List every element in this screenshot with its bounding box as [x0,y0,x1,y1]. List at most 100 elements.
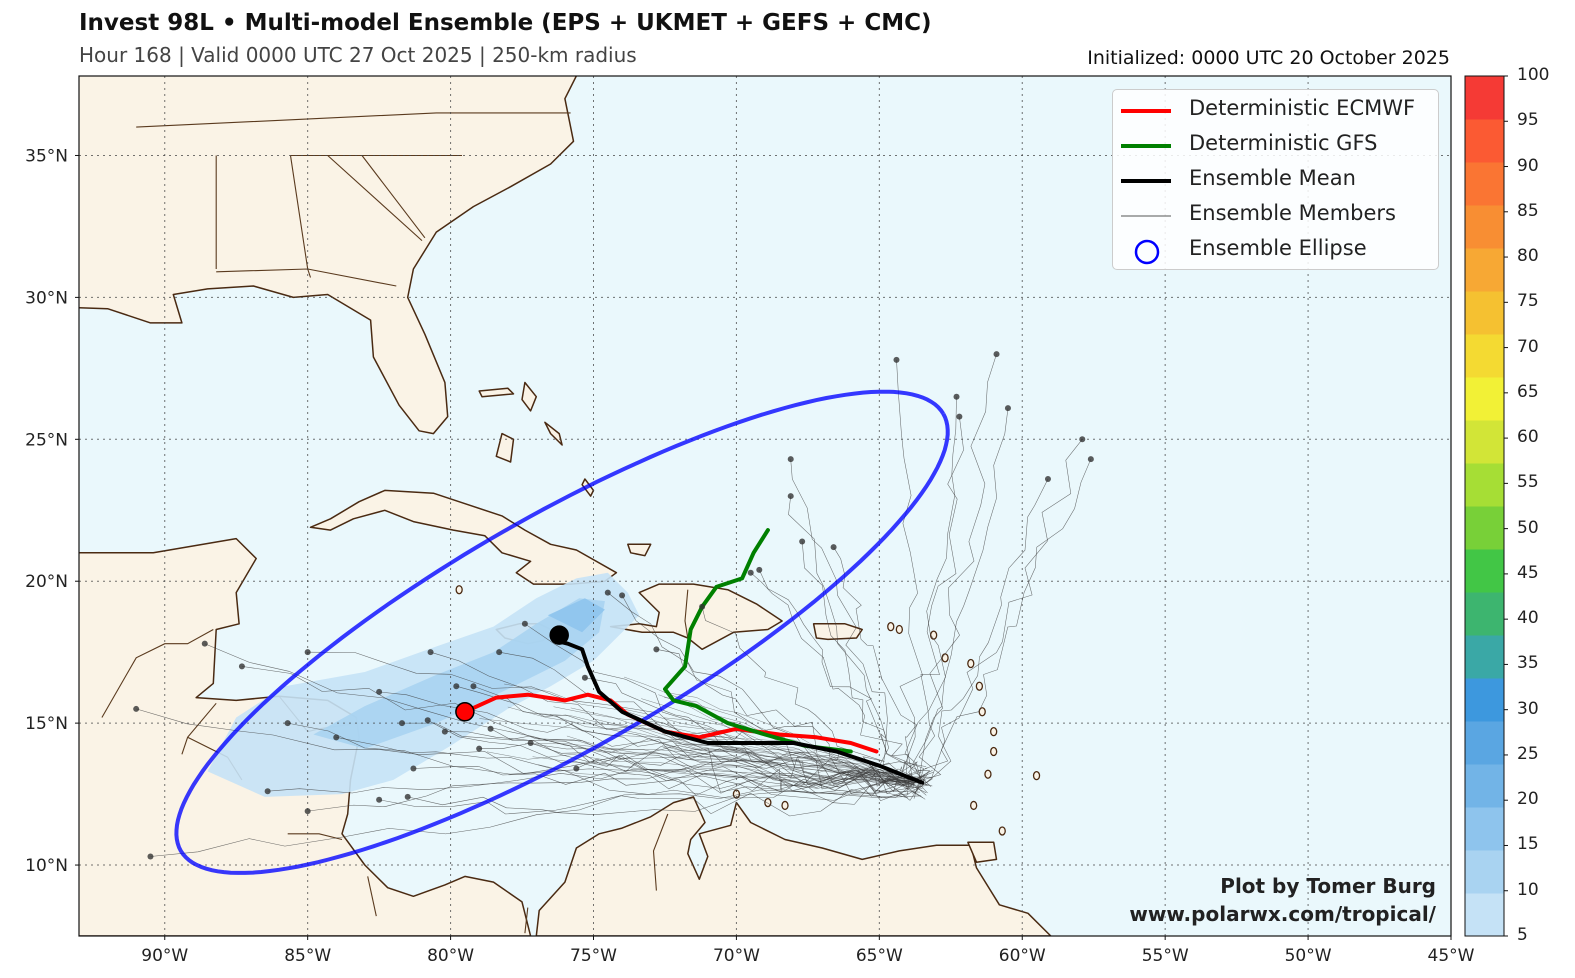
ensemble-member-track [553,706,915,780]
land-puerto-rico [812,623,863,641]
gfs-track [663,528,853,754]
member-point [304,649,311,656]
member-point [619,592,626,599]
small-island [967,658,975,669]
member-point [747,569,754,576]
ensemble-member-track [633,718,915,788]
member-point [653,646,660,653]
lat-tick-label: 20°N [25,572,68,592]
colorbar-tick-label: 30 [1517,698,1539,719]
member-point [787,456,794,463]
member-point [1004,405,1011,412]
land-andros-bahamas [495,432,515,463]
ensemble-member-track [479,718,916,780]
colorbar-segment [1465,807,1504,851]
member-point [521,620,528,627]
colorbar-tick-label: 40 [1517,608,1539,629]
small-island [895,624,903,635]
colorbar-tick-label: 35 [1517,653,1539,674]
colorbar-segment [1465,678,1504,722]
colorbar-tick-label: 55 [1517,472,1539,493]
probability-contour [547,598,605,633]
ensemble-member-track [920,478,1049,783]
colorbar-segment [1465,764,1504,808]
member-point [333,734,340,741]
colorbar-segment [1465,506,1504,550]
ensemble-member-track [662,745,909,780]
colorbar-tick-label: 70 [1517,336,1539,357]
ensemble-member-track [621,595,933,795]
member-point [404,793,411,800]
probability-shading [207,572,640,797]
member-point [427,649,434,656]
colorbar-tick-label: 5 [1517,925,1528,945]
political-border [524,907,529,934]
ensemble-ellipse [174,389,950,875]
small-island [978,707,986,717]
lon-tick-label: 50°W [1285,946,1332,966]
ensemble-member-track [538,713,917,783]
political-border [101,629,214,718]
member-point [284,720,291,727]
ecmwf-line-swatch [1121,109,1171,113]
map-frame [78,75,1452,937]
gfs-line-swatch [1121,144,1171,148]
member-point [147,853,154,860]
ensemble-member-track [287,722,928,799]
deterministic-tracks [455,528,925,785]
member-point [573,765,580,772]
legend-item-ellipse: Ensemble Ellipse [1113,234,1438,265]
colorbar-segment [1465,76,1504,120]
ensemble-member-track [599,744,914,785]
ensemble-member-track [538,764,919,785]
colorbar-tick-label: 10 [1517,879,1539,900]
colorbar-segment [1465,592,1504,636]
member-point [410,765,417,772]
member-point [893,356,900,363]
ensemble-member-track [307,763,933,812]
member-point [581,674,588,681]
ensemble-member-tracks [136,354,1092,857]
land-abaco [521,381,538,412]
ensemble-member-track [379,789,909,817]
ensemble-member-track [912,439,1083,794]
ensemble-member-track [549,714,915,785]
member-point [1079,436,1086,443]
mean-line-swatch [1121,179,1171,183]
credit-url: www.polarwx.com/tropical/ [1129,902,1436,926]
member-point [398,720,405,727]
political-border [684,589,689,639]
colorbar-segment [1465,893,1504,937]
member-point [953,393,960,400]
colorbar-tick-label: 60 [1517,427,1539,448]
ensemble-member-track [912,408,1009,786]
colorbar-tick-label: 65 [1517,381,1539,402]
member-point [441,728,448,735]
colorbar-tick-label: 95 [1517,110,1539,131]
colorbar-segment [1465,850,1504,894]
lon-tick-label: 70°W [713,946,760,966]
member-point [956,413,963,420]
ensemble-member-track [833,547,927,794]
ensemble-member-track [759,569,924,792]
member-point [304,808,311,815]
member-point [830,544,837,551]
colorbar-tick-label: 85 [1517,200,1539,221]
ensemble-member-track [896,359,932,787]
member-point [238,663,245,670]
member-point [1087,456,1094,463]
colorbar-tick-label: 75 [1517,291,1539,312]
legend-label-mean: Ensemble Mean [1189,166,1356,190]
colorbar-segment [1465,119,1504,163]
legend-label-members: Ensemble Members [1189,201,1396,225]
probability-colorbar [1464,75,1508,937]
plot-subtitle: Hour 168 | Valid 0000 UTC 27 Oct 2025 | … [79,43,637,67]
legend: Deterministic ECMWF Deterministic GFS En… [1112,89,1439,270]
ensemble-member-track [150,789,922,857]
lon-tick-label: 75°W [570,946,617,966]
ensemble-member-track [641,698,910,779]
legend-item-gfs: Deterministic GFS [1113,129,1438,159]
land-inagua [627,543,652,557]
member-point [1044,476,1051,483]
legend-item-mean: Ensemble Mean [1113,164,1438,194]
